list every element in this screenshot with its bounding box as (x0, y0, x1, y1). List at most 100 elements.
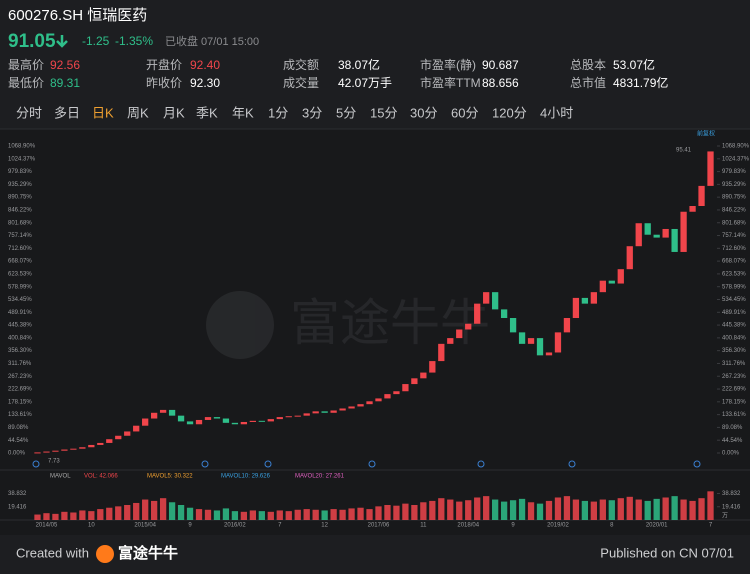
y-tick-label-right: 0.00% (722, 451, 740, 457)
y-tick-label-right: 846.22% (722, 208, 746, 214)
event-icon[interactable] (477, 460, 485, 468)
y-tick-label: 489.91% (8, 310, 32, 316)
volume-bar (554, 497, 562, 520)
tab[interactable]: 周K (127, 105, 149, 120)
y-tick-label: 356.30% (8, 348, 32, 354)
candle (61, 449, 68, 451)
volume-bar (474, 497, 481, 520)
volume-bar (133, 502, 140, 520)
tab[interactable]: 3分 (302, 105, 322, 120)
volume-bar (115, 506, 122, 520)
x-tick-label: 8 (610, 523, 614, 529)
volume-bar (599, 499, 606, 520)
volume-bar (61, 511, 68, 520)
y-tick-label-right: 489.91% (722, 310, 746, 316)
event-icon[interactable] (368, 460, 376, 468)
min-label: 7.73 (48, 459, 60, 465)
indicator: MAVOL10: 29.626 (221, 474, 271, 480)
y-tick-label-right: 534.45% (722, 297, 746, 303)
published: Published on CN 07/01 (600, 545, 734, 560)
volume-bar (420, 502, 427, 520)
y-tick-label: 534.45% (8, 297, 32, 303)
y-tick-label: 801.68% (8, 220, 32, 226)
tab[interactable]: 30分 (410, 105, 437, 120)
candle (204, 417, 212, 420)
y-tick-label: 44.54% (8, 438, 29, 444)
stat-value: 42.07万手 (338, 76, 392, 90)
event-icon[interactable] (32, 460, 40, 468)
candle (545, 352, 553, 356)
volume-bar (366, 509, 373, 520)
y-tick-label-right: 178.15% (722, 399, 746, 405)
volume-bar (88, 511, 95, 520)
stat-value: 89.31 (50, 76, 80, 90)
event-icon[interactable] (568, 460, 576, 468)
tab[interactable]: 年K (232, 105, 254, 120)
candle (222, 418, 230, 423)
y-tick-label: 757.14% (8, 233, 32, 239)
x-tick-label: 2019/02 (547, 523, 569, 529)
volume-bar (222, 508, 230, 520)
candle (518, 332, 526, 344)
y-tick-label: 623.53% (8, 271, 32, 277)
candle (483, 292, 490, 304)
tab[interactable]: 15分 (370, 105, 397, 120)
volume-bar (231, 511, 239, 520)
candle (79, 447, 86, 449)
y-tick-label-right: 757.14% (722, 233, 746, 239)
adjust-label[interactable]: 前复权 (697, 130, 715, 138)
y-tick-label-right: 356.30% (722, 348, 746, 354)
y-tick-label: 578.99% (8, 284, 32, 290)
tab[interactable]: 日K (92, 105, 114, 120)
candle (375, 398, 382, 402)
stat-value: 92.56 (50, 58, 80, 72)
candle (626, 246, 633, 270)
volume-bar (644, 500, 651, 520)
y-tick-label-right: 801.68% (722, 220, 746, 226)
volume-bar (518, 498, 526, 520)
volume-bar (294, 509, 301, 520)
volume-bar (276, 510, 283, 520)
candle (474, 303, 481, 324)
tab[interactable]: 120分 (492, 105, 527, 120)
tab[interactable]: 4小时 (540, 105, 573, 120)
event-icon[interactable] (201, 460, 209, 468)
candle (420, 372, 427, 379)
candle (124, 431, 131, 436)
candle (249, 420, 256, 422)
y-tick-label: 178.15% (8, 399, 32, 405)
tab[interactable]: 月K (163, 105, 185, 120)
candle (339, 408, 346, 411)
volume-bar (204, 509, 212, 520)
x-tick-label: 2016/02 (224, 523, 246, 529)
tab[interactable]: 5分 (336, 105, 356, 120)
volume-bar (411, 505, 418, 520)
candle (285, 416, 292, 418)
stat-value: 92.40 (190, 58, 220, 72)
candle (357, 404, 364, 407)
volume-bar (689, 500, 696, 520)
tab[interactable]: 季K (196, 105, 218, 120)
candle (159, 409, 167, 413)
y-tick-label-right: 222.69% (722, 387, 746, 393)
volume-bar (249, 510, 256, 520)
y-tick-label-right: 578.99% (722, 284, 746, 290)
event-icon[interactable] (264, 460, 272, 468)
tab[interactable]: 分时 (16, 105, 42, 120)
tab[interactable]: 60分 (451, 105, 478, 120)
y-tick-label-right: 890.75% (722, 195, 746, 201)
stat-label: 成交量 (283, 75, 319, 90)
candle (70, 448, 77, 450)
stat-label: 市盈率TTM (420, 75, 481, 90)
volume-bar (402, 503, 409, 520)
x-tick-label: 11 (420, 523, 427, 529)
tab[interactable]: 多日 (54, 105, 80, 120)
volume-bar (545, 500, 553, 520)
event-icon[interactable] (693, 460, 701, 468)
x-tick-label: 2017/06 (368, 523, 390, 529)
event-icons (32, 460, 701, 468)
y-tick-label-right: 44.54% (722, 438, 743, 444)
y-tick-label: 846.22% (8, 208, 32, 214)
x-tick-label: 10 (88, 523, 95, 529)
tab[interactable]: 1分 (268, 105, 288, 120)
